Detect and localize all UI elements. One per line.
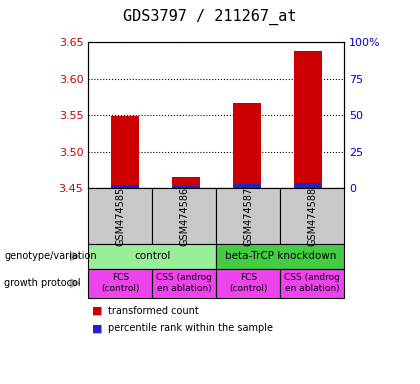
Text: control: control [134, 251, 171, 262]
Text: GSM474587: GSM474587 [243, 186, 253, 246]
Bar [294, 183, 322, 188]
Bar [294, 51, 322, 188]
Text: growth protocol: growth protocol [4, 278, 81, 288]
Text: beta-TrCP knockdown: beta-TrCP knockdown [225, 251, 336, 262]
Bar [233, 184, 260, 188]
Text: FCS
(control): FCS (control) [229, 273, 268, 293]
Bar [233, 103, 260, 188]
Text: GSM474588: GSM474588 [307, 187, 318, 245]
Text: CSS (androg
en ablation): CSS (androg en ablation) [156, 273, 212, 293]
Text: genotype/variation: genotype/variation [4, 251, 97, 262]
Bar [172, 177, 200, 188]
Text: transformed count: transformed count [108, 306, 199, 316]
Text: ■: ■ [92, 323, 103, 333]
Text: percentile rank within the sample: percentile rank within the sample [108, 323, 273, 333]
Bar [172, 186, 200, 188]
Text: GSM474585: GSM474585 [115, 186, 125, 246]
Text: CSS (androg
en ablation): CSS (androg en ablation) [284, 273, 340, 293]
Text: GSM474586: GSM474586 [179, 187, 189, 245]
Text: GDS3797 / 211267_at: GDS3797 / 211267_at [123, 9, 297, 25]
Bar [111, 116, 139, 188]
Text: FCS
(control): FCS (control) [101, 273, 139, 293]
Text: ■: ■ [92, 306, 103, 316]
Bar [111, 184, 139, 188]
